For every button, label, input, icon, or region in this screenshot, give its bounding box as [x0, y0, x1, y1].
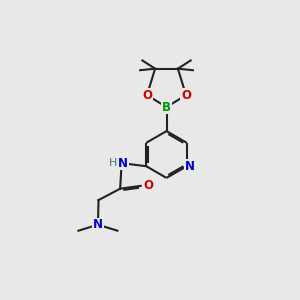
Text: O: O	[181, 88, 191, 102]
Text: N: N	[118, 157, 128, 170]
Text: H: H	[109, 158, 117, 168]
Text: N: N	[185, 160, 195, 173]
Text: O: O	[142, 88, 152, 102]
Text: N: N	[93, 218, 103, 231]
Text: B: B	[162, 100, 171, 114]
Text: O: O	[143, 179, 153, 192]
